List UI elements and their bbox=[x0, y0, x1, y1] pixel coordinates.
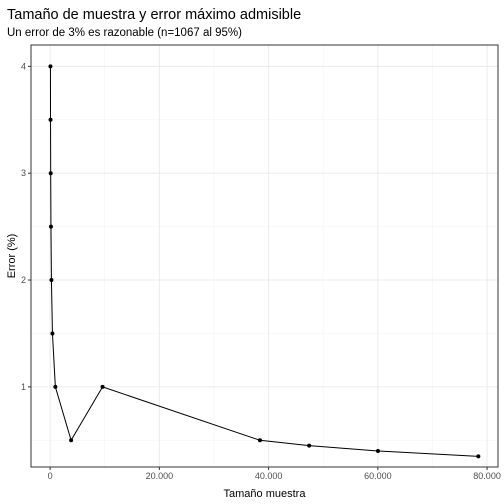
y-axis: 1 2 3 4 bbox=[21, 61, 31, 392]
plot-panel bbox=[30, 44, 499, 468]
x-tick-label: 0 bbox=[48, 471, 53, 481]
data-point bbox=[49, 278, 54, 283]
y-axis-title: Error (%) bbox=[6, 234, 18, 279]
data-point bbox=[307, 443, 312, 448]
x-tick-label: 80.000 bbox=[473, 471, 501, 481]
data-point bbox=[100, 384, 105, 389]
data-point bbox=[476, 454, 481, 459]
data-point bbox=[48, 117, 53, 122]
y-tick-label: 3 bbox=[21, 168, 26, 178]
chart-subtitle: Un error de 3% es razonable (n=1067 al 9… bbox=[7, 27, 242, 39]
data-point bbox=[50, 331, 55, 336]
x-axis: 0 20.000 40.000 60.000 80.000 bbox=[48, 467, 501, 481]
data-point bbox=[69, 438, 74, 443]
x-tick-label: 60.000 bbox=[364, 471, 392, 481]
y-tick-label: 2 bbox=[21, 275, 26, 285]
x-tick-label: 20.000 bbox=[146, 471, 174, 481]
y-tick-label: 4 bbox=[21, 61, 26, 71]
data-point bbox=[48, 224, 53, 229]
chart-title: Tamaño de muestra y error máximo admisib… bbox=[7, 7, 301, 23]
y-tick-label: 1 bbox=[21, 382, 26, 392]
data-point bbox=[257, 438, 262, 443]
grid-major bbox=[31, 45, 498, 467]
x-tick-label: 40.000 bbox=[255, 471, 283, 481]
data-point bbox=[48, 64, 53, 69]
x-axis-title: Tamaño muestra bbox=[224, 488, 307, 500]
series-points bbox=[48, 64, 481, 459]
data-point bbox=[48, 171, 53, 176]
data-point bbox=[375, 448, 380, 453]
plot-border bbox=[30, 44, 499, 468]
data-point bbox=[53, 384, 58, 389]
